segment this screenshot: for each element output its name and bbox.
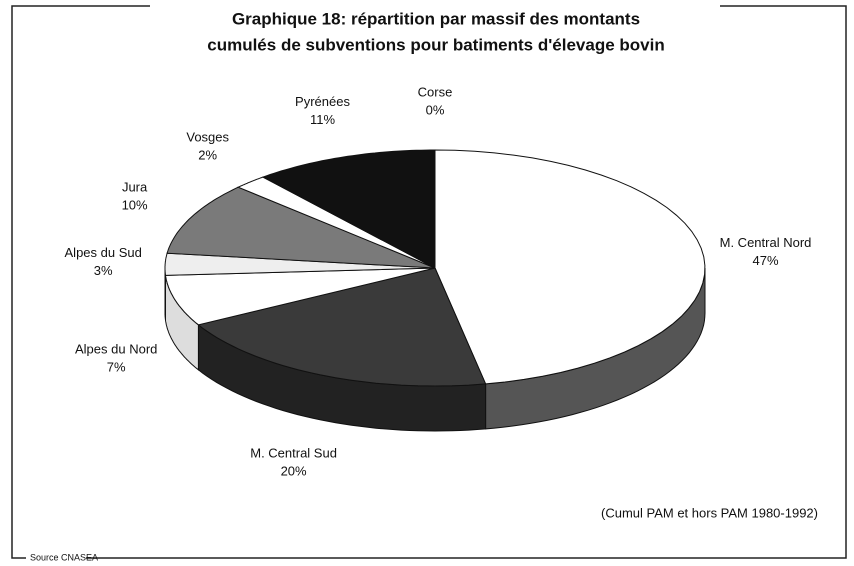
slice-value-label: 3% xyxy=(94,263,113,278)
chart-subtitle: cumulés de subventions pour batiments d'… xyxy=(207,35,664,54)
note: (Cumul PAM et hors PAM 1980-1992) xyxy=(601,505,818,520)
slice-value-label: 11% xyxy=(310,112,335,127)
slice-label: Vosges xyxy=(186,129,229,144)
slice-label: Corse xyxy=(418,84,453,99)
slice-label: M. Central Sud xyxy=(250,446,337,461)
slice-value-label: 7% xyxy=(107,360,126,375)
slice-value-label: 0% xyxy=(426,102,445,117)
source-background xyxy=(26,552,86,564)
source: Source CNASEA xyxy=(30,552,98,562)
title-background xyxy=(150,0,720,62)
pie-slice xyxy=(236,176,436,269)
slice-label: Jura xyxy=(122,180,148,195)
pie-slice xyxy=(261,149,436,269)
slice-value-label: 20% xyxy=(281,464,307,479)
slice-label: Pyrénées xyxy=(295,94,350,109)
slice-label: Alpes du Sud xyxy=(65,245,142,260)
pie-slice xyxy=(164,267,436,326)
slice-value-label: 10% xyxy=(122,198,148,213)
slice-label: Alpes du Nord xyxy=(75,342,157,357)
slice-label: M. Central Nord xyxy=(720,235,812,250)
pie-slice xyxy=(434,149,706,385)
slice-value-label: 2% xyxy=(198,147,217,162)
pie-slice xyxy=(197,267,487,387)
pie-slice xyxy=(164,252,436,276)
pie-slice xyxy=(166,186,436,269)
chart-title: Graphique 18: répartition par massif des… xyxy=(232,9,640,28)
slice-value-label: 47% xyxy=(752,253,778,268)
